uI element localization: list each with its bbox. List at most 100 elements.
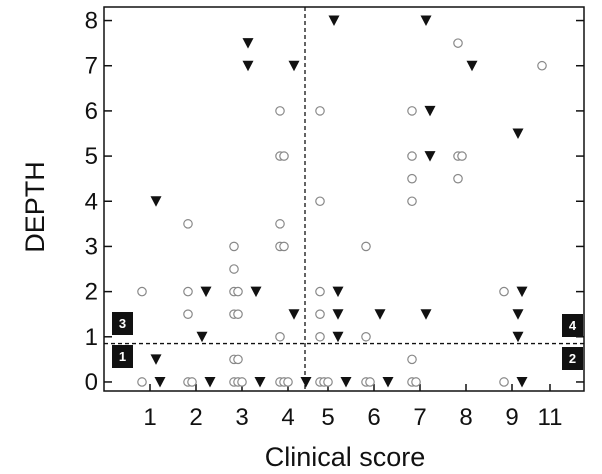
- data-point-triangle: [516, 376, 528, 388]
- data-point-circle: [183, 219, 193, 229]
- data-point-triangle: [332, 286, 344, 298]
- quadrant-label-box: [562, 347, 583, 370]
- data-point-circle: [499, 377, 509, 387]
- x-tick-label: 8: [459, 404, 472, 431]
- data-point-triangle: [242, 38, 254, 49]
- data-point-triangle: [420, 309, 432, 320]
- data-point-triangle: [512, 309, 524, 320]
- x-tick-label: 2: [189, 404, 202, 431]
- data-point-triangle: [150, 354, 162, 365]
- data-point-circle: [279, 241, 289, 252]
- x-tick-label: 5: [321, 404, 334, 431]
- data-point-triangle: [424, 151, 436, 162]
- data-point-circle: [283, 377, 293, 387]
- quadrant-label-box: [562, 314, 583, 337]
- y-tick-label: 0: [85, 369, 98, 396]
- data-point-triangle: [250, 286, 262, 298]
- data-point-triangle: [242, 60, 254, 72]
- data-point-triangle: [332, 309, 344, 320]
- data-point-triangle: [340, 376, 352, 388]
- y-tick-label: 8: [85, 8, 98, 35]
- data-point-triangle: [300, 376, 312, 388]
- data-point-circle: [315, 286, 325, 297]
- x-tick-label: 11: [538, 404, 563, 431]
- data-point-circle: [237, 377, 247, 387]
- data-point-circle: [315, 309, 325, 319]
- data-point-circle: [229, 241, 239, 252]
- data-point-circle: [275, 219, 285, 229]
- y-tick-label: 1: [85, 324, 98, 351]
- data-point-triangle: [382, 376, 394, 388]
- data-point-circle: [365, 377, 375, 387]
- data-point-triangle: [512, 331, 524, 343]
- x-tick-label: 6: [367, 404, 380, 431]
- data-point-circle: [315, 331, 325, 342]
- data-point-triangle: [254, 376, 266, 388]
- data-point-circle: [537, 60, 547, 71]
- data-point-circle: [453, 173, 463, 184]
- data-point-triangle: [424, 105, 436, 117]
- data-point-triangle: [288, 60, 300, 72]
- data-point-triangle: [332, 331, 344, 343]
- data-point-circle: [407, 106, 417, 116]
- y-tick-label: 6: [85, 98, 98, 125]
- quadrant-label: 3: [119, 316, 126, 331]
- data-point-triangle: [420, 15, 432, 27]
- quadrant-label-box: [112, 312, 133, 335]
- data-point-circle: [137, 286, 147, 297]
- x-tick-label: 9: [505, 404, 518, 431]
- y-tick-label: 4: [85, 188, 98, 215]
- data-point-circle: [183, 309, 193, 319]
- x-axis-title: Clinical score: [265, 442, 426, 472]
- quadrant-label: 2: [569, 351, 576, 366]
- y-tick-label: 5: [85, 143, 98, 170]
- y-tick-label: 3: [85, 233, 98, 260]
- data-point-circle: [361, 241, 371, 252]
- data-point-triangle: [150, 196, 162, 207]
- data-point-circle: [315, 106, 325, 116]
- quadrant-label: 4: [569, 318, 577, 333]
- data-point-circle: [407, 151, 417, 161]
- x-tick-label: 4: [281, 404, 294, 431]
- data-point-circle: [275, 331, 285, 342]
- quadrant-label-box: [112, 345, 133, 368]
- data-point-circle: [411, 377, 421, 387]
- data-point-circle: [137, 377, 147, 387]
- x-tick-label: 3: [235, 404, 248, 431]
- data-point-circle: [323, 377, 333, 387]
- data-point-triangle: [154, 376, 166, 388]
- data-point-triangle: [466, 60, 478, 72]
- data-point-circle: [187, 377, 197, 387]
- y-axis-title: DEPTH: [20, 161, 50, 253]
- data-point-triangle: [196, 331, 208, 343]
- y-tick-label: 2: [85, 279, 98, 306]
- data-point-circle: [457, 151, 467, 161]
- x-tick-label: 1: [143, 404, 156, 431]
- data-point-circle: [453, 38, 463, 48]
- data-point-circle: [407, 173, 417, 184]
- data-point-triangle: [204, 376, 216, 388]
- data-point-circle: [407, 196, 417, 207]
- data-point-triangle: [516, 286, 528, 298]
- data-point-circle: [183, 286, 193, 297]
- y-tick-label: 7: [85, 53, 98, 80]
- data-point-triangle: [512, 128, 524, 139]
- data-point-circle: [315, 196, 325, 207]
- data-point-circle: [233, 354, 243, 365]
- x-tick-label: 7: [413, 404, 426, 431]
- data-point-triangle: [374, 309, 386, 320]
- data-point-triangle: [200, 286, 212, 298]
- data-point-circle: [229, 264, 239, 274]
- data-point-circle: [279, 151, 289, 161]
- data-point-circle: [233, 309, 243, 319]
- data-point-circle: [275, 106, 285, 116]
- data-point-circle: [361, 331, 371, 342]
- data-point-triangle: [328, 15, 340, 27]
- data-point-circle: [407, 354, 417, 365]
- data-point-circle: [499, 286, 509, 297]
- data-point-circle: [233, 286, 243, 297]
- plot-frame: [103, 6, 585, 392]
- quadrant-label: 1: [119, 349, 126, 364]
- data-point-triangle: [288, 309, 300, 320]
